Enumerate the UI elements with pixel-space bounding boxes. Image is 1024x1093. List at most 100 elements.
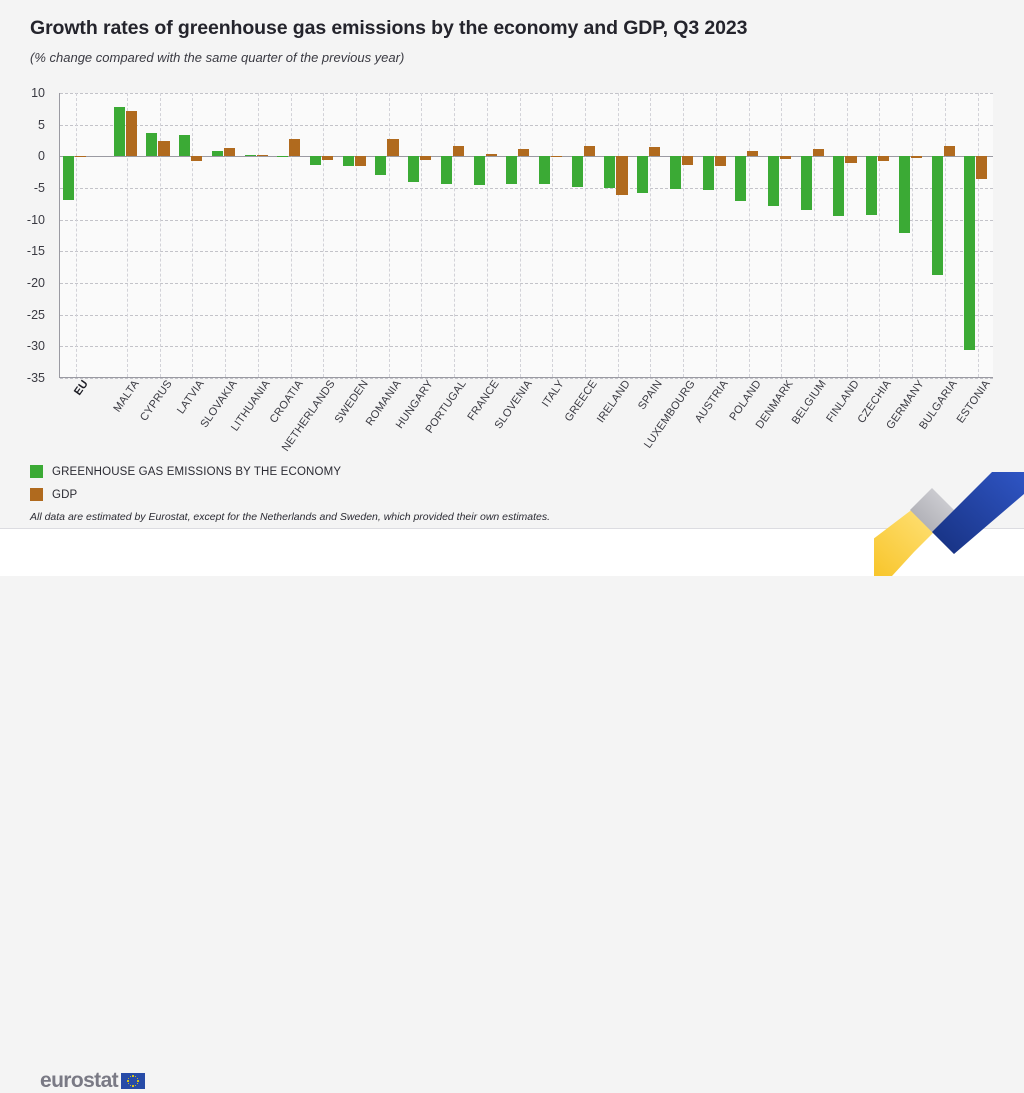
- vertical-gridline: [846, 93, 848, 377]
- footnote: All data are estimated by Eurostat, exce…: [30, 511, 551, 523]
- bar-ghg: [277, 155, 289, 157]
- bar-ghg: [375, 156, 387, 176]
- bar-gdp: [223, 148, 236, 157]
- bar-gdp: [714, 156, 726, 166]
- bar-ghg: [964, 156, 976, 351]
- bar-gdp: [420, 156, 432, 161]
- vertical-gridline: [257, 93, 259, 377]
- bar-gdp: [354, 156, 366, 166]
- bar-group: [961, 93, 994, 377]
- vertical-gridline: [912, 93, 914, 377]
- bar-gdp: [583, 145, 595, 157]
- vertical-gridline: [944, 93, 946, 377]
- bar-gdp: [452, 146, 465, 157]
- vertical-gridline: [715, 93, 717, 377]
- bar-ghg: [735, 156, 747, 202]
- y-axis-tick-label: -10: [26, 212, 45, 227]
- bar-group: [765, 93, 798, 377]
- bar-gdp: [616, 156, 628, 195]
- vertical-gridline: [192, 93, 194, 377]
- eurostat-logo-text: eurostat: [40, 1069, 119, 1092]
- bar-group: [929, 93, 962, 377]
- x-axis-tick-label: FRANCE: [465, 378, 502, 423]
- vertical-gridline: [225, 93, 227, 377]
- gridline: [60, 124, 993, 126]
- bar-gdp: [387, 138, 399, 157]
- bar-group: [896, 93, 929, 377]
- legend-swatch-ghg: [30, 465, 43, 478]
- vertical-gridline: [552, 93, 554, 377]
- y-axis-tick-label: 0: [38, 149, 45, 164]
- bar-ghg: [342, 156, 354, 167]
- vertical-gridline: [748, 93, 750, 377]
- x-axis-tick-label: ITALY: [540, 378, 568, 410]
- vertical-gridline: [454, 93, 456, 377]
- vertical-gridline: [585, 93, 587, 377]
- vertical-gridline: [781, 93, 783, 377]
- bar-gdp: [256, 155, 268, 157]
- bar-gdp: [780, 156, 792, 160]
- y-axis-tick-label: -15: [26, 244, 45, 259]
- vertical-gridline: [650, 93, 652, 377]
- gridline: [60, 378, 993, 379]
- bar-gdp: [976, 156, 988, 180]
- zero-line: [60, 156, 993, 158]
- bar-gdp: [551, 155, 563, 157]
- y-axis-tick-label: 5: [38, 117, 45, 132]
- y-axis: 10 5 0 -5 -10 -15 -20 -25 -30 -35: [0, 86, 52, 385]
- bar-group: [601, 93, 634, 377]
- bar-gdp: [910, 156, 923, 159]
- bar-ghg: [113, 106, 125, 157]
- vertical-gridline: [617, 93, 619, 377]
- bar-group: [111, 93, 144, 377]
- x-axis-tick-label: AUSTRIA: [692, 378, 731, 426]
- bar-gdp: [158, 140, 170, 157]
- bar-gdp: [485, 154, 497, 157]
- bar-gdp: [322, 156, 334, 161]
- bar-gdp: [747, 151, 759, 157]
- bar-ghg: [800, 156, 812, 210]
- bar-group: [60, 93, 93, 377]
- legend-swatch-gdp: [30, 488, 43, 501]
- vertical-gridline: [388, 93, 390, 377]
- gridline: [60, 188, 993, 189]
- gridline: [60, 219, 993, 221]
- bar-group: [798, 93, 831, 377]
- bar-group: [863, 93, 896, 377]
- bar-group: [569, 93, 602, 377]
- gridline: [60, 283, 993, 284]
- y-axis-tick-label: -35: [26, 371, 45, 385]
- x-axis-tick-label: LATVIA: [175, 378, 208, 417]
- y-axis-tick-label: -30: [26, 339, 45, 354]
- bar-group: [667, 93, 700, 377]
- gridline: [60, 251, 993, 253]
- bar-group: [536, 93, 569, 377]
- decorative-chevron-graphic: [874, 472, 1024, 576]
- bar-group: [143, 93, 176, 377]
- page-title: Growth rates of greenhouse gas emissions…: [30, 17, 748, 39]
- bar-ghg: [309, 156, 322, 165]
- bar-gdp: [681, 156, 694, 166]
- bar-gdp: [943, 146, 955, 157]
- vertical-gridline: [683, 93, 685, 377]
- legend-item: GREENHOUSE GAS EMISSIONS BY THE ECONOMY: [30, 462, 341, 481]
- bar-group: [503, 93, 536, 377]
- bar-ghg: [179, 134, 191, 157]
- bar-ghg: [571, 156, 583, 187]
- x-axis-tick-label: ESTONIA: [954, 378, 993, 426]
- bar-ghg: [866, 156, 878, 215]
- x-axis-labels: EU MALTA CYPRUS LATVIA SLOVAKIA LITHUANIA CROA…: [59, 378, 993, 458]
- bar-gdp: [518, 149, 530, 157]
- bar-ghg: [62, 156, 75, 201]
- vertical-gridline: [290, 93, 292, 377]
- eurostat-logo: eurostat: [40, 1069, 146, 1093]
- y-axis-tick-label: -5: [33, 181, 45, 195]
- bar-ghg: [702, 156, 714, 190]
- eu-flag-icon: [121, 1073, 146, 1089]
- bar-gdp: [75, 155, 87, 157]
- vertical-gridline: [356, 93, 358, 377]
- vertical-gridline: [127, 93, 129, 377]
- bar-ghg: [538, 156, 551, 185]
- bar-group: [274, 93, 307, 377]
- bar-gdp: [812, 148, 824, 157]
